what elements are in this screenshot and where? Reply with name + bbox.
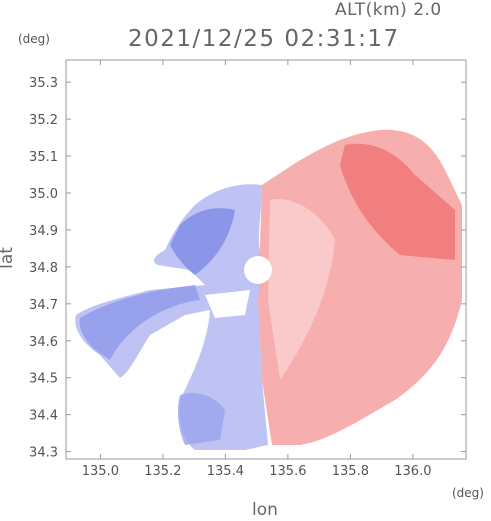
receding-strong-band (340, 143, 455, 260)
approaching-strong-band (170, 208, 235, 275)
y-tick-label: 35.3 (29, 76, 58, 91)
y-tick-label: 35.1 (29, 150, 58, 165)
approaching-arm (79, 285, 200, 360)
radar-center-gap (244, 256, 272, 284)
y-tick-label: 34.4 (29, 409, 58, 424)
receding-light-area (268, 199, 335, 380)
x-tick-label: 135.6 (269, 464, 306, 479)
y-tick-label: 34.8 (29, 261, 58, 276)
y-tick-label: 35.0 (29, 187, 58, 202)
y-tick-label: 35.2 (29, 113, 58, 128)
y-tick-label: 34.6 (29, 335, 58, 350)
y-tick-label: 34.3 (29, 446, 58, 461)
x-tick-label: 135.8 (332, 464, 369, 479)
x-axis-label: lon (252, 500, 278, 520)
y-tick-label: 34.5 (29, 372, 58, 387)
x-tick-label: 135.0 (82, 464, 119, 479)
x-tick-label: 135.2 (144, 464, 181, 479)
y-axis-unit: (deg) (18, 32, 50, 46)
altitude-label: ALT(km) 2.0 (335, 0, 442, 20)
chart-title-datetime: 2021/12/25 02:31:17 (128, 26, 400, 52)
x-axis-unit: (deg) (452, 486, 484, 500)
x-tick-label: 136.0 (394, 464, 431, 479)
y-tick-label: 34.7 (29, 298, 58, 313)
approaching-south-lobe (177, 393, 225, 445)
plot-frame (65, 59, 467, 460)
y-tick-label: 34.9 (29, 224, 58, 239)
approaching-echo-region (75, 184, 268, 450)
x-tick-label: 135.4 (207, 464, 244, 479)
velocity-field (75, 129, 462, 450)
clear-area-west (205, 290, 250, 318)
axis-ticks: 135.0 135.2 135.4 135.6 135.8 136.0 34.3 34.4 34… (29, 60, 466, 479)
